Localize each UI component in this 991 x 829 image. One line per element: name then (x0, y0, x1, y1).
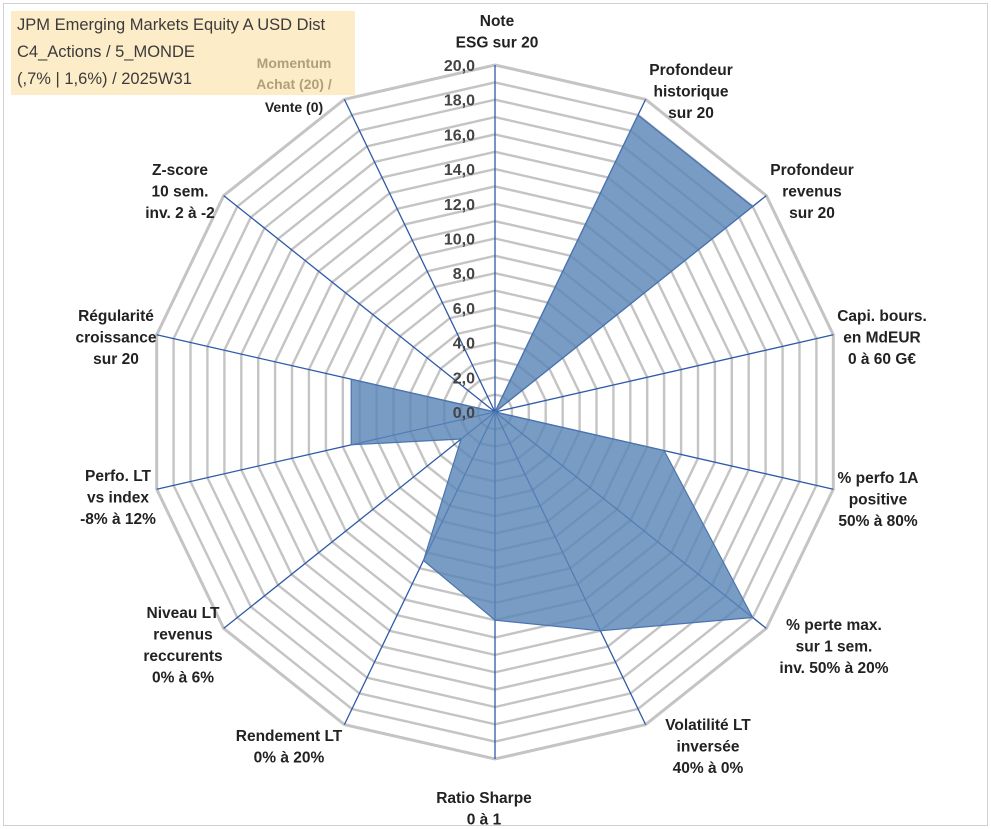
axis-label-line: croissance (76, 330, 157, 347)
radial-tick-label: 12,0 (444, 197, 475, 214)
axis-labels: Note ESG sur 20 Profondeur historique sur 20… (76, 13, 927, 829)
axis-spoke (223, 411, 496, 629)
axis-label: % perfo 1A positive 50% à 80% (838, 470, 919, 530)
axis-label-line: reccurents (143, 648, 222, 665)
axis-label-line: 0 à 1 (467, 812, 502, 829)
axis-label-line: revenus (153, 627, 212, 644)
axis-label: % perte max. sur 1 sem. inv. 50% à 20% (779, 617, 888, 677)
chart-title-box: JPM Emerging Markets Equity A USD Dist C… (11, 11, 355, 95)
axis-label: Capi. bours. en MdEUR 0 à 60 G€ (837, 308, 927, 368)
axis-label-line: Z-score (152, 162, 208, 179)
axis-label-line: inv. 2 à -2 (145, 205, 215, 222)
axis-spoke (494, 334, 834, 413)
axis-label-line: Capi. bours. (837, 308, 927, 325)
axis-label-line: % perfo 1A (838, 470, 919, 487)
axis-label-line: historique (654, 84, 729, 101)
axis-label-line: Profondeur (649, 62, 733, 79)
axis-label-line: 0% à 6% (152, 670, 214, 687)
axis-label-line: Perfo. LT (85, 468, 152, 485)
axis-label-line: Note (480, 13, 515, 30)
axis-label: Ratio Sharpe 0 à 1 (436, 790, 532, 829)
axis-label-line: -8% à 12% (80, 511, 156, 528)
axis-label-line: Ratio Sharpe (436, 790, 532, 807)
axis-label-line: 10 sem. (152, 184, 209, 201)
title-line-2: C4_Actions / 5_MONDE (17, 43, 195, 61)
radial-tick-label: 16,0 (444, 127, 475, 144)
momentum-axis-label-line-3: Vente (0) (264, 99, 324, 115)
axis-spoke (343, 99, 496, 413)
title-line-3: (,7% | 1,6%) / 2025W31 (17, 70, 192, 88)
axis-spoke (223, 195, 496, 413)
radial-tick-label: 6,0 (453, 301, 475, 318)
axis-label-line: positive (849, 492, 908, 509)
radial-tick-label: 4,0 (453, 336, 475, 353)
axis-label-line: 0 à 60 G€ (848, 351, 916, 368)
axis-label-line: ESG sur 20 (456, 35, 539, 52)
axis-label-line: sur 20 (668, 105, 714, 122)
axis-label-line: inversée (677, 739, 740, 756)
radial-tick-label: 0,0 (453, 405, 475, 422)
axis-label-line: vs index (87, 490, 149, 507)
axis-label-line: Rendement LT (236, 728, 343, 745)
series-area (350, 114, 754, 632)
axis-label: Rendement LT 0% à 20% (236, 728, 343, 767)
axis-label: Perfo. LT vs index -8% à 12% (80, 468, 156, 528)
radial-tick-label: 10,0 (444, 232, 475, 249)
axis-label: Volatilité LT inversée 40% à 0% (665, 717, 751, 777)
axis-label: Note ESG sur 20 (456, 13, 539, 52)
radar-series (350, 114, 754, 632)
axis-label-line: 40% à 0% (673, 760, 744, 777)
axis-label-line: Volatilité LT (665, 717, 751, 734)
axis-label: Profondeur historique sur 20 (649, 62, 733, 122)
radial-tick-label: 18,0 (444, 93, 475, 110)
axis-label-line: en MdEUR (843, 330, 921, 347)
axis-label-line: Régularité (78, 308, 154, 325)
axis-label-line: revenus (782, 184, 841, 201)
axis-label-line: Niveau LT (147, 605, 220, 622)
axis-label: Z-score 10 sem. inv. 2 à -2 (145, 162, 215, 222)
axis-label: Niveau LT revenus reccurents 0% à 6% (143, 605, 222, 687)
axis-label-line: 50% à 80% (838, 513, 917, 530)
radial-tick-label: 8,0 (453, 266, 475, 283)
radial-tick-label: 2,0 (453, 370, 475, 387)
radial-tick-label: 20,0 (444, 58, 475, 75)
axis-label: Régularité croissance sur 20 (76, 308, 157, 368)
axis-label-line: % perte max. (786, 617, 882, 634)
radial-tick-labels: 0,0 2,0 4,0 6,0 8,0 10,0 12,0 14,0 16,0 18,0 20,0 (444, 58, 475, 422)
axis-label-line: sur 20 (789, 205, 835, 222)
axis-label-line: Profondeur (770, 162, 854, 179)
radial-tick-label: 14,0 (444, 162, 475, 179)
axis-label-line: inv. 50% à 20% (779, 660, 888, 677)
axis-label: Profondeur revenus sur 20 (770, 162, 854, 222)
momentum-axis-label-line-2: Achat (20) / (256, 76, 332, 92)
title-line-1: JPM Emerging Markets Equity A USD Dist (17, 16, 326, 34)
momentum-axis-label-line-1: Momentum (256, 55, 332, 71)
axis-label-line: 0% à 20% (254, 750, 325, 767)
axis-label-line: sur 1 sem. (796, 639, 873, 656)
axis-label-line: sur 20 (93, 351, 139, 368)
